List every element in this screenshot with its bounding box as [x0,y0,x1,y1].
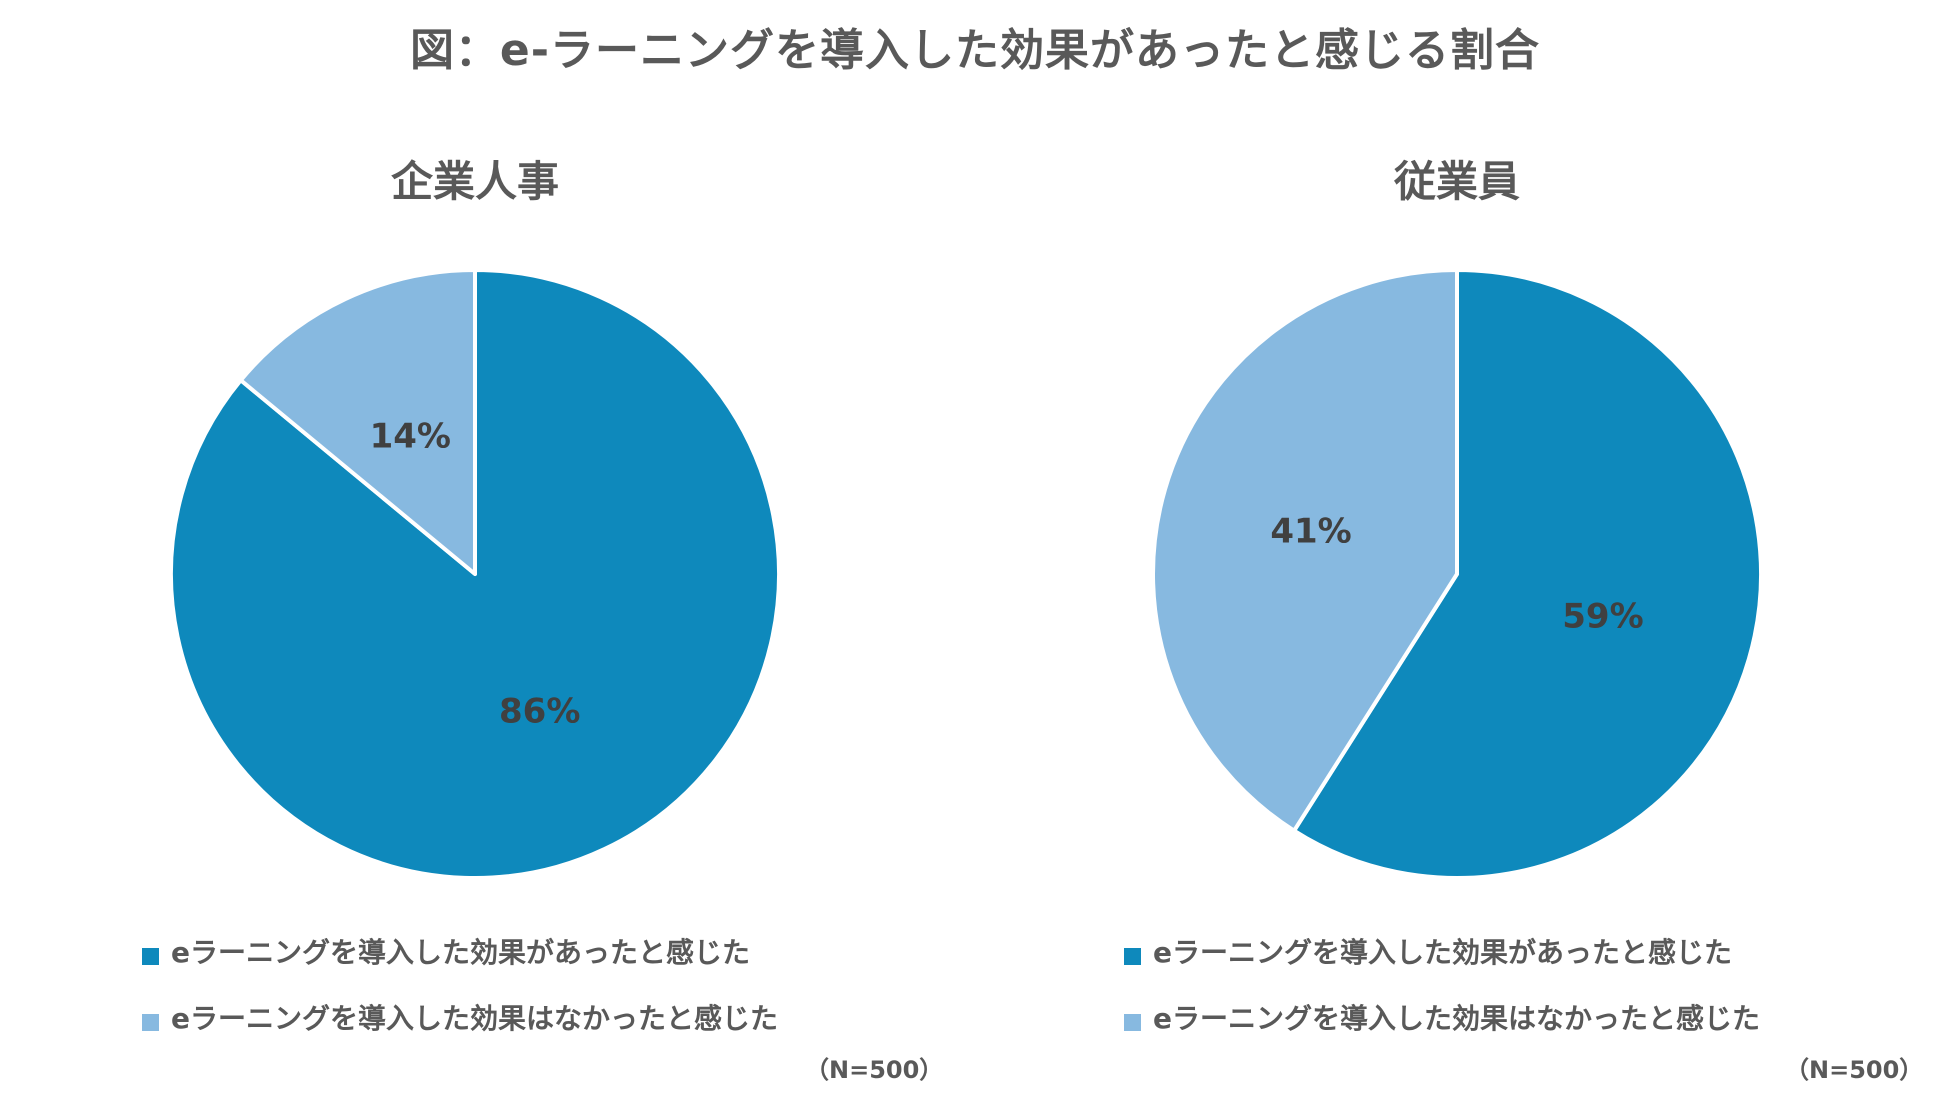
sample-size-note: （N=500） [805,1056,944,1084]
legend-item-effective: eラーニングを導入した効果があったと感じた [142,918,778,984]
slice-value-label: 86% [499,692,580,732]
pie-slice-effective [1292,268,1763,880]
legend-label: eラーニングを導入した効果はなかったと感じた [171,1002,778,1035]
slice-value-label: 14% [370,416,451,456]
legend: eラーニングを導入した効果があったと感じた eラーニングを導入した効果はなかった… [142,918,778,1050]
slice-value-label: 41% [1270,512,1351,552]
legend-label: eラーニングを導入した効果があったと感じた [171,936,750,969]
legend-swatch-effective [142,947,159,965]
chart-title: 従業員 [1393,157,1520,206]
legend-label: eラーニングを導入した効果はなかったと感じた [1153,1002,1760,1035]
chart-title: 企業人事 [390,157,559,206]
legend: eラーニングを導入した効果があったと感じた eラーニングを導入した効果はなかった… [1124,918,1760,1050]
sample-size-note: （N=500） [1785,1056,1924,1084]
pie-slice-not-effective [238,268,477,576]
pie-slice-not-effective [1151,268,1459,833]
legend-swatch-not-effective [1124,1013,1141,1031]
legend-swatch-not-effective [142,1013,159,1031]
pie-panel-employees: 従業員 59% 41% eラーニングを導入した効果があったと感じた eラーニングを… [975,0,1950,1120]
pie-panel-hr: 企業人事 86% 14% eラーニングを導入した効果があったと感じた eラーニング… [142,157,944,1084]
legend-item-not-effective: eラーニングを導入した効果はなかったと感じた [1124,984,1760,1050]
legend-item-not-effective: eラーニングを導入した効果はなかったと感じた [142,984,778,1050]
legend-label: eラーニングを導入した効果があったと感じた [1153,936,1732,969]
page-title: 図：e-ラーニングを導入した効果があったと感じる割合 [409,25,1541,76]
legend-swatch-effective [1124,947,1141,965]
pie-chart: 86% 14% [169,268,781,880]
slice-value-label: 59% [1562,596,1643,636]
legend-item-effective: eラーニングを導入した効果があったと感じた [1124,918,1760,984]
pie-chart: 59% 41% [1151,268,1763,880]
